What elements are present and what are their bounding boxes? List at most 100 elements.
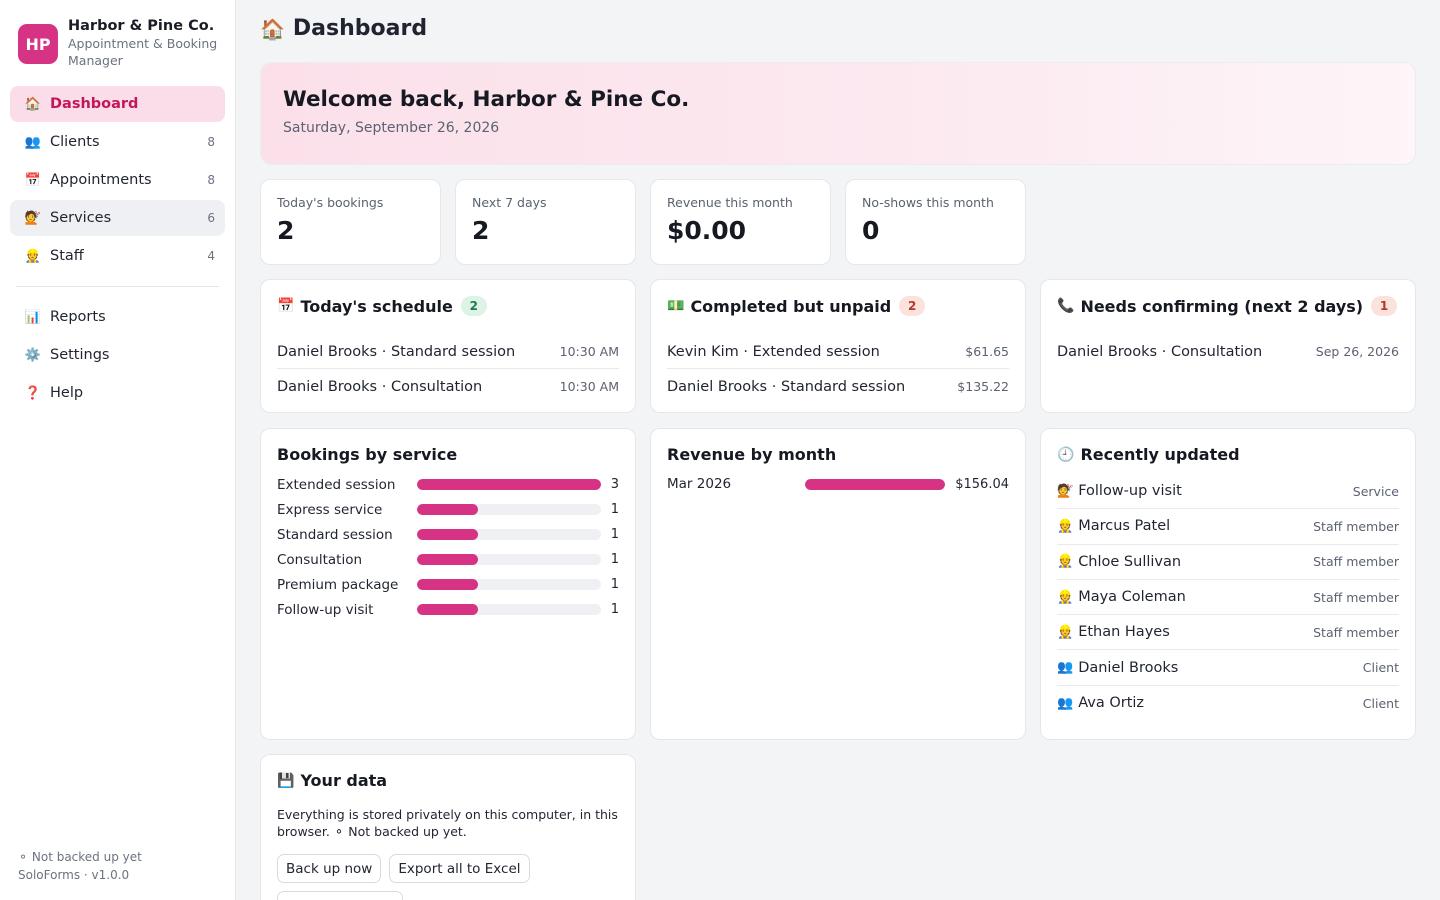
sidebar-item-count: 6: [207, 211, 215, 225]
bar-track: [416, 554, 601, 565]
people-icon: 👥: [24, 134, 42, 150]
sidebar-footer: ⚬ Not backed up yet SoloForms · v1.0.0: [18, 848, 142, 884]
revenue-bar-row: Mar 2026 $156.04: [667, 472, 1009, 496]
brand: HP Harbor & Pine Co. Appointment & Booki…: [18, 17, 218, 69]
money-icon: 💵: [667, 298, 685, 314]
list-item-text: Daniel Brooks · Consultation: [1057, 344, 1263, 360]
list-item[interactable]: 👷 Chloe Sullivan Staff member: [1057, 545, 1399, 580]
revenue-by-month-card: Revenue by month Mar 2026 $156.04: [650, 428, 1026, 740]
welcome-date: Saturday, September 26, 2026: [283, 120, 500, 136]
brand-text: Harbor & Pine Co. Appointment & Booking …: [68, 17, 218, 69]
list-item[interactable]: 👥 Daniel Brooks Client: [1057, 650, 1399, 686]
stat-label: No-shows this month: [862, 195, 994, 210]
list-item[interactable]: 👷 Ethan Hayes Staff member: [1057, 615, 1399, 651]
list-item-type: Staff member: [1313, 589, 1399, 605]
service-name: Follow-up visit: [277, 601, 374, 618]
service-count: 1: [610, 602, 619, 617]
list-item-text: Daniel Brooks · Standard session: [667, 379, 906, 395]
phone-icon: 📞: [1057, 298, 1075, 314]
sidebar-item-settings[interactable]: ⚙️ Settings: [10, 337, 225, 373]
welcome-heading: Welcome back, Harbor & Pine Co.: [283, 87, 690, 112]
list-item[interactable]: Daniel Brooks · Consultation 10:30 AM: [277, 369, 619, 403]
people-icon: 👥: [1057, 660, 1074, 676]
sidebar-item-services[interactable]: 💇 Services 6: [10, 200, 225, 236]
list-item-type: Client: [1362, 695, 1399, 711]
schedule-list: Daniel Brooks · Standard session 10:30 A…: [277, 334, 619, 403]
service-name: Standard session: [277, 526, 393, 543]
bar-fill: [416, 504, 479, 515]
brand-logo: HP: [18, 24, 58, 64]
export-excel-button[interactable]: Export all to Excel: [389, 854, 530, 883]
list-item-type: Staff member: [1313, 624, 1399, 640]
stat-value: 0: [862, 216, 880, 245]
people-icon: 👥: [1057, 695, 1074, 711]
list-item[interactable]: 💇 Follow-up visit Service: [1057, 474, 1399, 510]
list-item[interactable]: 👷 Maya Coleman Staff member: [1057, 580, 1399, 616]
card-title-text: Your data: [300, 771, 388, 790]
list-item[interactable]: Daniel Brooks · Standard session 10:30 A…: [277, 334, 619, 369]
list-item[interactable]: Daniel Brooks · Standard session $135.22: [667, 369, 1009, 403]
sidebar-item-appointments[interactable]: 📅 Appointments 8: [10, 162, 225, 198]
service-bar-row: Premium package 1: [277, 572, 619, 597]
sidebar-item-count: 4: [207, 249, 215, 263]
bar-track: [416, 604, 601, 615]
bar-track: [416, 529, 601, 540]
list-item-main: 👷 Ethan Hayes: [1057, 624, 1170, 640]
card-title: 📞 Needs confirming (next 2 days) 1: [1057, 296, 1399, 316]
list-item[interactable]: Daniel Brooks · Consultation Sep 26, 202…: [1057, 334, 1399, 368]
bar-fill: [805, 478, 946, 490]
house-icon: 🏠: [24, 96, 42, 112]
count-badge: 2: [460, 296, 487, 316]
list-item-type: Client: [1362, 660, 1399, 676]
list-item-type: Staff member: [1313, 554, 1399, 570]
sidebar-item-staff[interactable]: 👷 Staff 4: [10, 238, 225, 274]
worker-icon: 👷: [1057, 589, 1074, 605]
card-title: 🕘 Recently updated: [1057, 445, 1399, 464]
stat-label: Today's bookings: [277, 195, 384, 210]
sidebar-item-label: Settings: [50, 347, 110, 363]
service-bar-row: Follow-up visit 1: [277, 597, 619, 622]
bookings-by-service-card: Bookings by service Extended session 3 Exp…: [260, 428, 636, 740]
service-name: Extended session: [277, 476, 396, 493]
revenue-bar-list: Mar 2026 $156.04: [667, 472, 1009, 496]
confirming-list: Daniel Brooks · Consultation Sep 26, 202…: [1057, 334, 1399, 368]
list-item[interactable]: Kevin Kim · Extended session $61.65: [667, 334, 1009, 369]
card-title-text: Today's schedule: [300, 296, 453, 316]
gear-icon: ⚙️: [24, 347, 42, 363]
partial-action-button[interactable]: Tr...: [277, 891, 403, 900]
list-item-amount: $61.65: [965, 344, 1009, 359]
month-revenue: $156.04: [955, 476, 1009, 492]
sidebar-item-reports[interactable]: 📊 Reports: [10, 299, 225, 335]
service-bar-row: Express service 1: [277, 497, 619, 522]
sidebar-item-count: 8: [207, 173, 215, 187]
list-item[interactable]: 👷 Marcus Patel Staff member: [1057, 509, 1399, 545]
sidebar-item-label: Staff: [50, 248, 84, 264]
sidebar-item-label: Dashboard: [50, 96, 139, 112]
bar-fill: [416, 554, 479, 565]
recently-updated-card: 🕘 Recently updated 💇 Follow-up visit Servi…: [1040, 428, 1416, 740]
sidebar-item-dashboard[interactable]: 🏠 Dashboard: [10, 86, 225, 122]
list-item-main: 👷 Marcus Patel: [1057, 518, 1170, 534]
house-icon: 🏠: [260, 16, 285, 41]
back-up-now-button[interactable]: Back up now: [277, 854, 382, 883]
app-version: SoloForms · v1.0.0: [18, 868, 130, 882]
sidebar-item-help[interactable]: ❓ Help: [10, 375, 225, 411]
list-item-type: Service: [1352, 483, 1399, 499]
list-item-main: 💇 Follow-up visit: [1057, 483, 1182, 499]
list-item-date: Sep 26, 2026: [1315, 344, 1399, 359]
service-count: 1: [610, 502, 619, 517]
month-name: Mar 2026: [667, 476, 732, 492]
sidebar-item-clients[interactable]: 👥 Clients 8: [10, 124, 225, 160]
card-title: 💵 Completed but unpaid 2: [667, 296, 1009, 316]
list-item-main: 👷 Chloe Sullivan: [1057, 554, 1181, 570]
bar-fill: [416, 604, 479, 615]
sidebar-item-label: Services: [50, 210, 112, 226]
list-item-text: Kevin Kim · Extended session: [667, 344, 880, 360]
floppy-disk-icon: 💾: [277, 772, 295, 789]
list-item-time: 10:30 AM: [559, 344, 619, 359]
card-title: Revenue by month: [667, 445, 837, 464]
list-item[interactable]: 👥 Ava Ortiz Client: [1057, 686, 1399, 721]
recent-list: 💇 Follow-up visit Service 👷 Marcus Patel Staf…: [1057, 474, 1399, 721]
worker-icon: 👷: [1057, 518, 1074, 534]
service-name: Express service: [277, 501, 383, 518]
